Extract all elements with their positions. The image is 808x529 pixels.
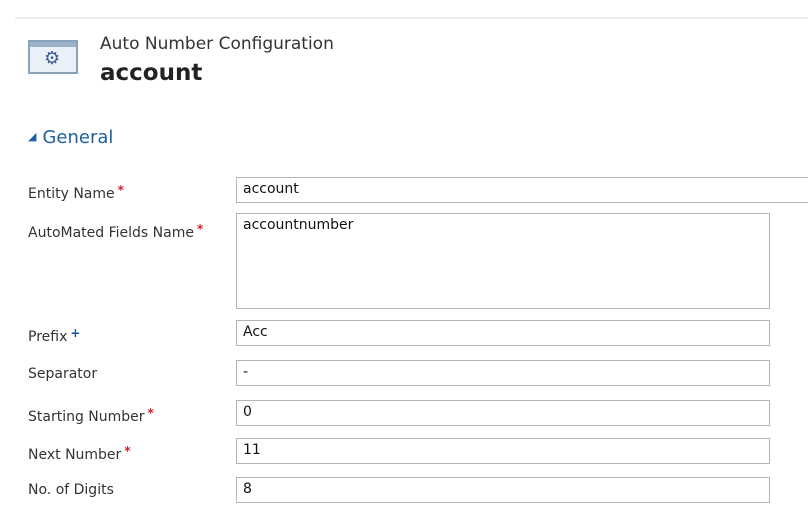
section-label: General — [42, 127, 114, 148]
label-separator: Separator — [28, 366, 98, 382]
form-title: Auto Number Configuration — [100, 34, 334, 54]
label-automated-fields-name: AutoMated Fields Name * — [28, 222, 204, 241]
label-starting-number: Starting Number * — [28, 406, 154, 425]
section-general-toggle[interactable]: ◢ General — [28, 127, 113, 148]
gear-window-icon: ⚙ — [28, 40, 78, 74]
collapse-triangle-icon: ◢ — [28, 130, 37, 143]
automated-fields-textarea[interactable]: accountnumber — [236, 213, 770, 309]
separator-input[interactable]: - — [236, 360, 770, 386]
record-name: account — [100, 60, 203, 86]
label-entity-name: Entity Name * — [28, 183, 124, 202]
required-marker: * — [124, 444, 131, 458]
recommended-marker: + — [70, 326, 81, 340]
entity-name-input[interactable]: account — [236, 177, 808, 203]
required-marker: * — [117, 183, 124, 197]
no-of-digits-input[interactable]: 8 — [236, 477, 770, 503]
label-prefix: Prefix + — [28, 326, 81, 345]
top-divider — [15, 17, 808, 19]
required-marker: * — [196, 222, 204, 236]
starting-number-input[interactable]: 0 — [236, 400, 770, 426]
label-no-of-digits: No. of Digits — [28, 482, 114, 498]
label-next-number: Next Number * — [28, 444, 131, 463]
next-number-input[interactable]: 11 — [236, 438, 770, 464]
prefix-input[interactable]: Acc — [236, 320, 770, 346]
required-marker: * — [147, 406, 154, 420]
